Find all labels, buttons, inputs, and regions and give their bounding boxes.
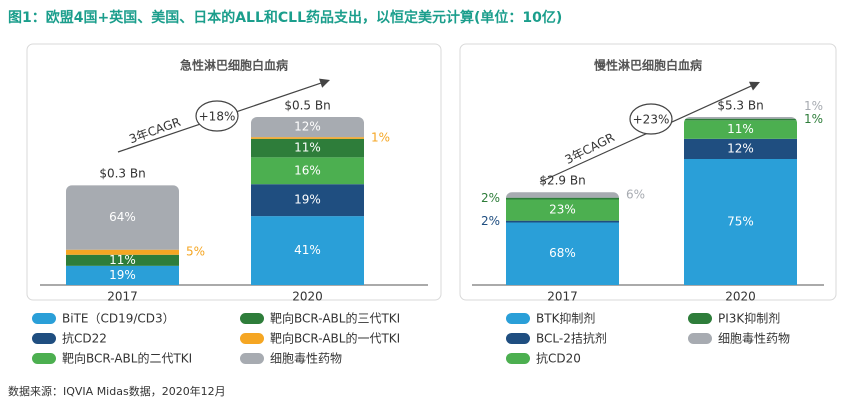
segment-label: 12% [727, 141, 754, 155]
total-label: $0.3 Bn [99, 167, 145, 181]
segment-label: 68% [549, 246, 576, 260]
legend-swatch [240, 353, 264, 364]
legend-label: 靶向BCR-ABL的二代TKI [62, 351, 192, 366]
legend-swatch [506, 333, 530, 344]
segment-label: 12% [294, 120, 321, 134]
legend-swatch [32, 353, 56, 364]
segment-label: 1% [804, 112, 823, 126]
legend-swatch [240, 313, 264, 324]
bar-segment [506, 222, 619, 285]
segment-label: 11% [727, 122, 754, 136]
cagr-label: 3年CAGR [127, 115, 182, 147]
cagr-arrowhead [749, 81, 760, 91]
bar-segment [684, 117, 797, 119]
legend-swatch [32, 333, 56, 344]
bar-segment [251, 137, 364, 139]
legend-label: 细胞毒性药物 [718, 332, 790, 346]
segment-label: 2% [481, 214, 500, 228]
legend-swatch [506, 313, 530, 324]
segment-label: 23% [549, 203, 576, 217]
legend-swatch [32, 313, 56, 324]
segment-label: 2% [481, 191, 500, 205]
segment-label: 64% [109, 210, 136, 224]
legend-label: 抗CD20 [536, 351, 581, 366]
total-label: $0.5 Bn [284, 99, 330, 113]
bar-segment [506, 197, 619, 200]
chart-title: 慢性淋巴细胞白血病 [594, 58, 702, 73]
bar-segment [684, 120, 797, 139]
source-note: 数据来源：IQVIA Midas数据，2020年12月 [8, 384, 226, 398]
panel [26, 43, 442, 301]
legend-label: 抗CD22 [62, 331, 107, 346]
bar-segment [66, 249, 179, 255]
cagr-arrowhead [319, 78, 330, 88]
segment-label: 19% [294, 193, 321, 207]
cagr-circle [195, 100, 239, 132]
segment-label: 5% [186, 245, 205, 259]
segment-label: 41% [294, 243, 321, 257]
segment-label: 6% [626, 187, 645, 201]
x-tick-label: 2017 [547, 290, 578, 304]
total-label: $2.9 Bn [539, 174, 585, 188]
bar-segment [66, 254, 179, 266]
panel [459, 43, 837, 301]
x-tick-label: 2017 [107, 290, 138, 304]
legend-swatch [506, 353, 530, 364]
bar-segment [684, 138, 797, 159]
bar-segment [66, 185, 179, 250]
cagr-value: +23% [633, 113, 670, 127]
bar-segment [506, 192, 619, 198]
legend-label: BiTE（CD19/CD3） [62, 312, 175, 326]
cagr-value: +18% [199, 110, 236, 124]
segment-label: 11% [109, 253, 136, 267]
legend-label: BCL-2拮抗剂 [536, 331, 607, 346]
segment-label: 19% [109, 268, 136, 282]
chart-title: 急性淋巴细胞白血病 [180, 58, 288, 73]
legend-swatch [240, 333, 264, 344]
legend-label: PI3K抑制剂 [718, 311, 780, 326]
total-label: $5.3 Bn [717, 99, 763, 113]
segment-label: 1% [371, 131, 390, 145]
bar-segment [251, 138, 364, 158]
legend-swatch [688, 333, 712, 344]
legend-label: 靶向BCR-ABL的三代TKI [270, 311, 400, 326]
bar-segment [684, 118, 797, 121]
legend-label: 靶向BCR-ABL的一代TKI [270, 331, 400, 346]
bar-stack [506, 192, 619, 285]
bar-segment [66, 265, 179, 285]
bar-segment [251, 216, 364, 285]
bar-segment [684, 159, 797, 285]
bar-stack [66, 185, 179, 285]
legend-swatch [688, 313, 712, 324]
segment-label: 16% [294, 163, 321, 177]
x-tick-label: 2020 [292, 290, 323, 304]
cagr-circle [629, 103, 673, 135]
bar-stack [251, 117, 364, 285]
bar-stack [684, 117, 797, 285]
x-tick-label: 2020 [725, 290, 756, 304]
cagr-label: 3年CAGR [563, 130, 617, 167]
bar-segment [506, 220, 619, 223]
legend-label: 细胞毒性药物 [270, 352, 342, 366]
segment-label: 1% [804, 99, 823, 113]
segment-label: 75% [727, 215, 754, 229]
bar-segment [251, 117, 364, 138]
bar-segment [506, 199, 619, 221]
bar-segment [251, 157, 364, 185]
segment-label: 11% [294, 141, 321, 155]
bar-segment [251, 184, 364, 217]
page-title: 图1：欧盟4国+英国、美国、日本的ALL和CLL药品支出，以恒定美元计算(单位：… [8, 9, 562, 26]
legend-label: BTK抑制剂 [536, 311, 595, 326]
